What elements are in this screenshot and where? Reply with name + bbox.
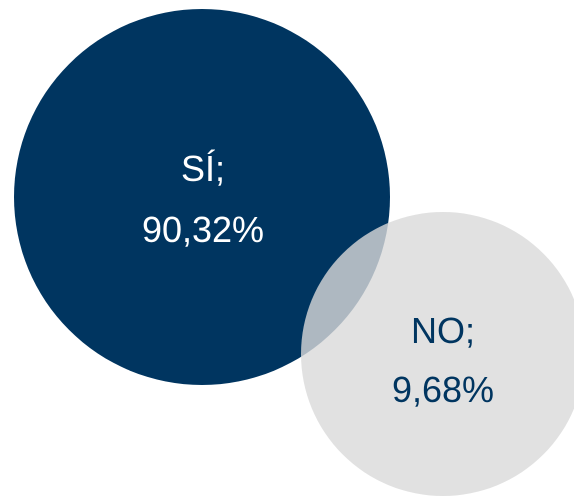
label-no-value: 9,68% — [392, 369, 494, 410]
label-no-name: NO; — [411, 310, 475, 351]
bubble-si — [14, 9, 390, 385]
label-si-name: SÍ; — [181, 148, 225, 189]
label-si-value: 90,32% — [142, 209, 264, 250]
bubble-no — [301, 212, 574, 496]
